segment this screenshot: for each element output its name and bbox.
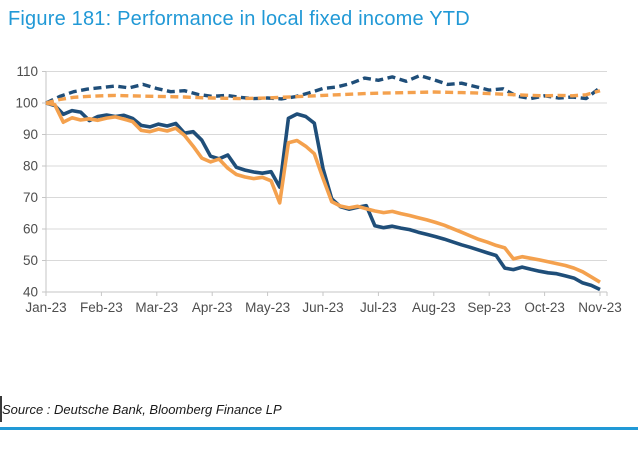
svg-text:40: 40 — [23, 285, 38, 300]
svg-text:May-23: May-23 — [245, 300, 290, 315]
svg-text:Oct-23: Oct-23 — [524, 300, 565, 315]
svg-text:70: 70 — [23, 190, 38, 205]
svg-text:Apr-23: Apr-23 — [192, 300, 233, 315]
svg-text:80: 80 — [23, 159, 38, 174]
left-edge-mark — [0, 396, 2, 422]
svg-text:Mar-23: Mar-23 — [135, 300, 178, 315]
series-line-1 — [45, 101, 601, 284]
bottom-divider — [0, 427, 638, 430]
svg-text:50: 50 — [23, 253, 38, 268]
svg-text:Aug-23: Aug-23 — [412, 300, 456, 315]
svg-text:Jun-23: Jun-23 — [302, 300, 343, 315]
gridlines — [46, 71, 607, 261]
svg-text:Jan-23: Jan-23 — [25, 300, 66, 315]
series-line-3 — [45, 89, 601, 105]
svg-text:110: 110 — [16, 64, 38, 79]
series-line-0 — [45, 101, 601, 292]
y-axis-labels: 40 50 60 70 80 90 100 110 — [15, 64, 38, 300]
svg-text:Nov-23: Nov-23 — [578, 300, 622, 315]
figure-title: Figure 181: Performance in local fixed i… — [8, 8, 470, 30]
svg-text:60: 60 — [23, 222, 38, 237]
source-note: Source : Deutsche Bank, Bloomberg Financ… — [2, 402, 282, 417]
svg-text:90: 90 — [23, 127, 38, 142]
series-line-2 — [45, 73, 602, 105]
svg-text:100: 100 — [15, 96, 38, 111]
svg-text:Sep-23: Sep-23 — [467, 300, 511, 315]
x-axis-labels: Jan-23 Feb-23 Mar-23 Apr-23 May-23 Jun-23 Jul-… — [25, 300, 621, 315]
svg-text:Feb-23: Feb-23 — [80, 300, 123, 315]
axes — [42, 71, 608, 296]
svg-text:Jul-23: Jul-23 — [360, 300, 397, 315]
chart-legend: Total return FX-unhedged - Turkey FX-hed… — [0, 349, 638, 401]
